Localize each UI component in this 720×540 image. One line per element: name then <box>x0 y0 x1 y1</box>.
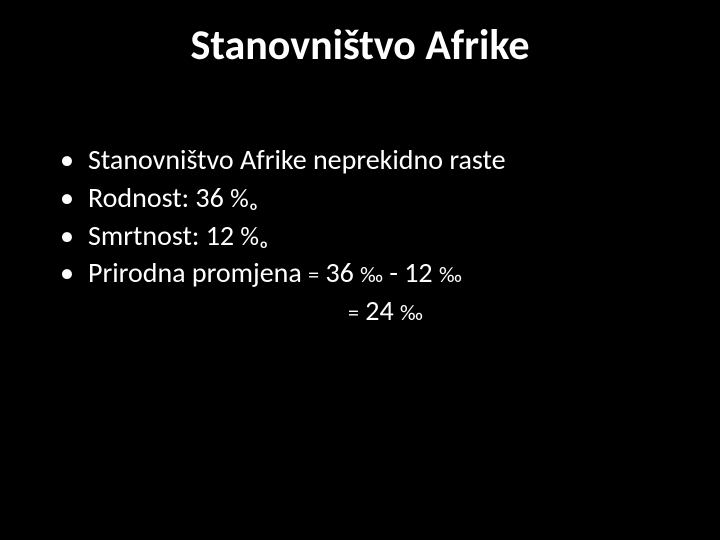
continuation-line: = 24 ‰ <box>0 292 720 330</box>
bullet-text: Smrtnost: 12 <box>88 218 240 253</box>
equals-sign: = <box>348 299 359 326</box>
minus-part: - 12 <box>383 255 439 290</box>
permille-symbol: %ₒ <box>240 220 268 252</box>
permille-symbol: ‰ <box>439 261 462 288</box>
equals-sign: = <box>308 261 319 288</box>
bullet-text: Rodnost: 36 <box>88 180 230 215</box>
list-item: Prirodna promjena = 36 ‰ - 12 ‰ <box>60 254 720 292</box>
list-item: Stanovništvo Afrike neprekidno raste <box>60 141 720 179</box>
value: 24 <box>359 293 400 328</box>
value: 36 <box>319 255 360 290</box>
list-item: Rodnost: 36 %ₒ <box>60 179 720 217</box>
permille-symbol: ‰ <box>400 299 423 326</box>
slide-title: Stanovništvo Afrike <box>0 20 720 71</box>
permille-symbol: ‰ <box>360 261 383 288</box>
permille-symbol: %ₒ <box>230 182 258 214</box>
bullet-text: Stanovništvo Afrike neprekidno raste <box>88 142 506 177</box>
bullet-text: Prirodna promjena <box>88 255 308 290</box>
list-item: Smrtnost: 12 %ₒ <box>60 217 720 255</box>
slide: Stanovništvo Afrike Stanovništvo Afrike … <box>0 0 720 540</box>
bullet-list: Stanovništvo Afrike neprekidno raste Rod… <box>0 141 720 292</box>
